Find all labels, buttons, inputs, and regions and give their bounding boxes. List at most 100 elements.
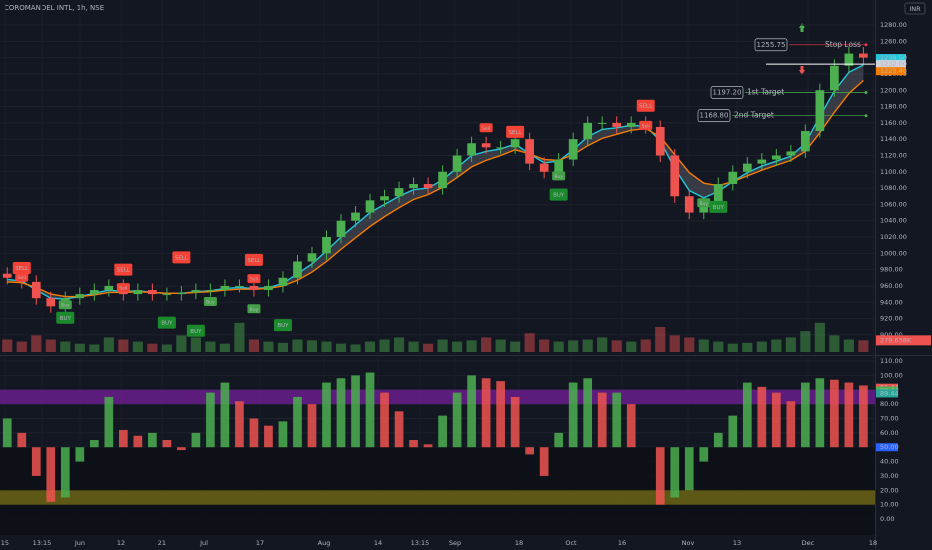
candle-body (336, 220, 346, 238)
candle-body (249, 285, 259, 291)
y-tick-label: 1020.00 (880, 233, 907, 241)
oscillator-bar (684, 447, 694, 491)
x-tick-label: Aug (318, 539, 331, 547)
oscillator-bar (60, 447, 70, 498)
volume-bar (74, 343, 85, 352)
signal-label: BUY (60, 316, 72, 322)
y-tick-label: 20.00 (880, 486, 899, 494)
candle-body (162, 294, 172, 296)
x-tick-label: 18 (869, 539, 877, 547)
candle-body (568, 139, 578, 160)
signal-box (116, 283, 130, 293)
volume-bar (524, 333, 535, 352)
volume-bar (495, 339, 506, 352)
signal-box (549, 188, 568, 201)
candle-body (525, 139, 534, 164)
osc-tag-bg (876, 389, 898, 398)
y-tick-label: 980.00 (880, 266, 903, 274)
volume-bar (481, 337, 492, 352)
oscillator-bar (264, 425, 273, 448)
oscillator-bar (568, 382, 578, 448)
y-tick-label: 960.00 (880, 282, 903, 290)
oscillator-bar (423, 444, 433, 448)
y-tick-label: 1160.00 (880, 119, 907, 127)
oscillator-bar (800, 382, 810, 448)
candle-body (31, 281, 41, 299)
y-tick-label: 1120.00 (880, 151, 907, 159)
signal-label: Sell (18, 275, 26, 281)
oscillator-bar (481, 378, 491, 448)
candle-body (206, 290, 215, 292)
price-tag: 1239.50 (880, 54, 907, 62)
signal-label: BUY (190, 329, 202, 335)
level-name: 2nd Target (734, 111, 774, 120)
signal-label: SELL (117, 268, 131, 274)
signal-label: BUY (277, 323, 289, 329)
volume-bar (698, 339, 709, 352)
volume-bar (568, 340, 579, 352)
volume-bar (118, 339, 129, 352)
candle-body (830, 65, 839, 91)
volume-bar (103, 337, 114, 352)
signal-box (203, 296, 217, 306)
band (0, 389, 875, 405)
candle-body (844, 53, 854, 66)
signal-box (639, 120, 653, 130)
candle-body (467, 143, 476, 156)
x-tick-label: Dec (802, 539, 815, 547)
volume-bar (713, 341, 724, 352)
x-tick-label: 14 (374, 539, 382, 547)
volume-bar (89, 344, 100, 352)
volume-bar (306, 340, 318, 352)
level-name: 1st Target (747, 88, 784, 97)
price-tag-bg (876, 60, 906, 69)
signal-box (697, 198, 711, 208)
volume-bar (742, 342, 753, 352)
candle-body (583, 122, 593, 140)
signal-label: BUY (713, 205, 725, 211)
volume-bar (364, 341, 376, 352)
signal-label: BUY (553, 193, 565, 199)
volume-bar (437, 339, 448, 352)
signal-box (186, 324, 205, 337)
candle-body (496, 147, 505, 149)
volume-bar (277, 342, 289, 352)
volume-bar (31, 335, 42, 352)
x-tick-label: 21 (158, 539, 166, 547)
signal-box (247, 274, 261, 284)
osc-tag: 50.00 (880, 443, 899, 451)
volume-bar (829, 335, 840, 352)
volume-bar (800, 331, 811, 352)
y-tick-label: 1080.00 (880, 184, 907, 192)
down-arrow (799, 66, 805, 75)
x-tick-label: 15 (1, 539, 9, 547)
candle-body (148, 290, 157, 295)
y-tick-label: 1180.00 (880, 103, 907, 111)
oscillator-bar (771, 392, 781, 448)
volume-bar (2, 339, 13, 352)
candle-body (771, 155, 781, 160)
level-dot (864, 43, 868, 47)
volume-bar (727, 343, 738, 352)
y-tick-label: 1140.00 (880, 135, 907, 143)
oscillator-bar (365, 372, 375, 448)
oscillator-bar (655, 447, 665, 505)
price-tag: 1223.40 (880, 67, 907, 75)
volume-bar (669, 335, 680, 352)
y-tick-label: 10.00 (880, 501, 899, 509)
y-tick-label: 1260.00 (880, 37, 907, 45)
volume-bar (626, 341, 637, 352)
candle-body (481, 143, 491, 148)
level-value: 1197.20 (713, 89, 742, 97)
volume-bar (771, 339, 782, 352)
oscillator-bar (235, 401, 244, 448)
volume-bar (263, 341, 274, 352)
candle-body (655, 126, 665, 156)
oscillator-bar (742, 382, 752, 448)
volume-bar (756, 341, 767, 352)
level-name: Stop Loss (825, 40, 861, 49)
candle-body (46, 298, 56, 307)
oscillator-bar (670, 447, 680, 498)
price-tag-bg (876, 67, 906, 76)
volume-bar (452, 341, 463, 352)
